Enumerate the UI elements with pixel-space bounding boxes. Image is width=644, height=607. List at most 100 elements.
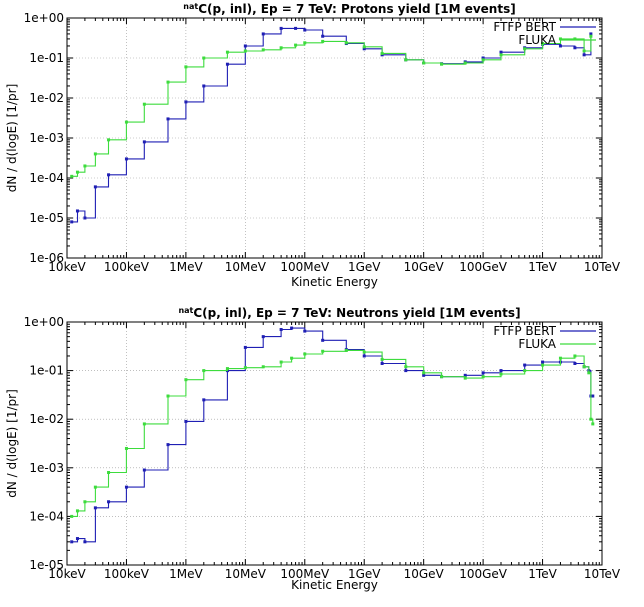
x-tick-label: 1MeV	[169, 260, 203, 274]
data-point	[362, 350, 366, 354]
chart-panel-2: natC(p, inl), Ep = 7 TeV: Neutrons yield…	[5, 306, 621, 592]
data-point	[344, 348, 348, 352]
data-point	[321, 349, 325, 353]
data-point	[184, 378, 188, 382]
legend-label: FTFP BERT	[493, 20, 556, 34]
y-tick-label: 1e-06	[29, 251, 64, 265]
x-tick-label: 10GeV	[404, 567, 445, 581]
data-point	[481, 371, 485, 375]
data-point	[303, 28, 307, 32]
data-point	[589, 32, 593, 36]
data-point	[184, 65, 188, 69]
data-point	[166, 394, 170, 398]
data-point	[124, 446, 128, 450]
data-point	[321, 34, 325, 38]
data-point	[573, 37, 577, 41]
data-point	[558, 356, 562, 360]
x-tick-label: 10GeV	[404, 260, 445, 274]
data-point	[279, 328, 283, 332]
data-point	[83, 216, 87, 220]
data-point	[75, 509, 79, 513]
data-point	[107, 173, 111, 177]
data-point	[225, 62, 229, 66]
data-point	[321, 338, 325, 342]
data-point	[573, 361, 577, 365]
data-point	[70, 514, 74, 518]
data-point	[422, 61, 426, 65]
x-tick-label: 1TeV	[528, 260, 557, 274]
data-point	[243, 44, 247, 48]
chart-title-superscript: nat	[183, 2, 198, 11]
data-point	[440, 62, 444, 66]
data-point	[243, 366, 247, 370]
x-tick-label: 100GeV	[459, 260, 508, 274]
data-point	[83, 500, 87, 504]
data-point	[587, 371, 591, 375]
data-point	[202, 398, 206, 402]
data-point	[422, 373, 426, 377]
data-point	[558, 44, 562, 48]
x-tick-label: 10MeV	[225, 567, 267, 581]
data-point	[440, 375, 444, 379]
data-point	[573, 354, 577, 358]
x-tick-label: 100MeV	[280, 567, 330, 581]
data-point	[107, 138, 111, 142]
data-point	[107, 500, 111, 504]
data-point	[541, 42, 545, 46]
data-point	[75, 170, 79, 174]
data-point	[142, 422, 146, 426]
data-point	[463, 373, 467, 377]
data-point	[142, 468, 146, 472]
x-tick-label: 100keV	[104, 567, 150, 581]
data-point	[93, 152, 97, 156]
data-point	[321, 39, 325, 43]
y-axis-label: dN / d(logE) [1/pr]	[5, 84, 19, 193]
data-point	[499, 369, 503, 373]
data-point	[279, 46, 283, 50]
x-tick-label: 1GeV	[348, 567, 381, 581]
data-point	[499, 372, 503, 376]
x-tick-label: 10keV	[48, 567, 86, 581]
data-point	[225, 50, 229, 54]
y-tick-label: 1e-02	[29, 412, 64, 426]
data-point	[499, 50, 503, 54]
data-point	[124, 485, 128, 489]
data-point	[202, 369, 206, 373]
data-point	[463, 376, 467, 380]
data-point	[582, 365, 586, 369]
data-point	[422, 371, 426, 375]
data-point	[70, 540, 74, 544]
data-point	[184, 100, 188, 104]
data-point	[582, 53, 586, 57]
y-axis-label: dN / d(logE) [1/pr]	[5, 389, 19, 498]
data-point	[124, 157, 128, 161]
data-point	[523, 363, 527, 367]
data-point	[279, 360, 283, 364]
data-point	[279, 26, 283, 30]
data-point	[591, 394, 595, 398]
chart-title-main: C(p, inl), Ep = 7 TeV: Neutrons yield [1…	[193, 306, 520, 320]
data-point	[303, 352, 307, 356]
data-point	[404, 369, 408, 373]
data-point	[380, 361, 384, 365]
x-tick-label: 10TeV	[584, 260, 621, 274]
x-tick-label: 1GeV	[348, 260, 381, 274]
y-tick-label: 1e-01	[29, 364, 64, 378]
data-point	[523, 369, 527, 373]
series-line-fluka	[71, 36, 592, 177]
data-point	[362, 354, 366, 358]
legend-label: FTFP BERT	[493, 324, 556, 338]
plot-frame	[66, 17, 603, 259]
chart-title-main: C(p, inl), Ep = 7 TeV: Protons yield [1M…	[198, 2, 516, 16]
data-point	[582, 49, 586, 53]
x-axis-label: Kinetic Energy	[291, 275, 378, 289]
data-point	[93, 185, 97, 189]
data-point	[70, 174, 74, 178]
y-tick-label: 1e+00	[24, 11, 64, 25]
legend-label: FLUKA	[518, 33, 556, 47]
data-point	[380, 51, 384, 55]
series-line-ftfp-bert	[71, 327, 593, 543]
series-line-fluka	[71, 349, 594, 517]
